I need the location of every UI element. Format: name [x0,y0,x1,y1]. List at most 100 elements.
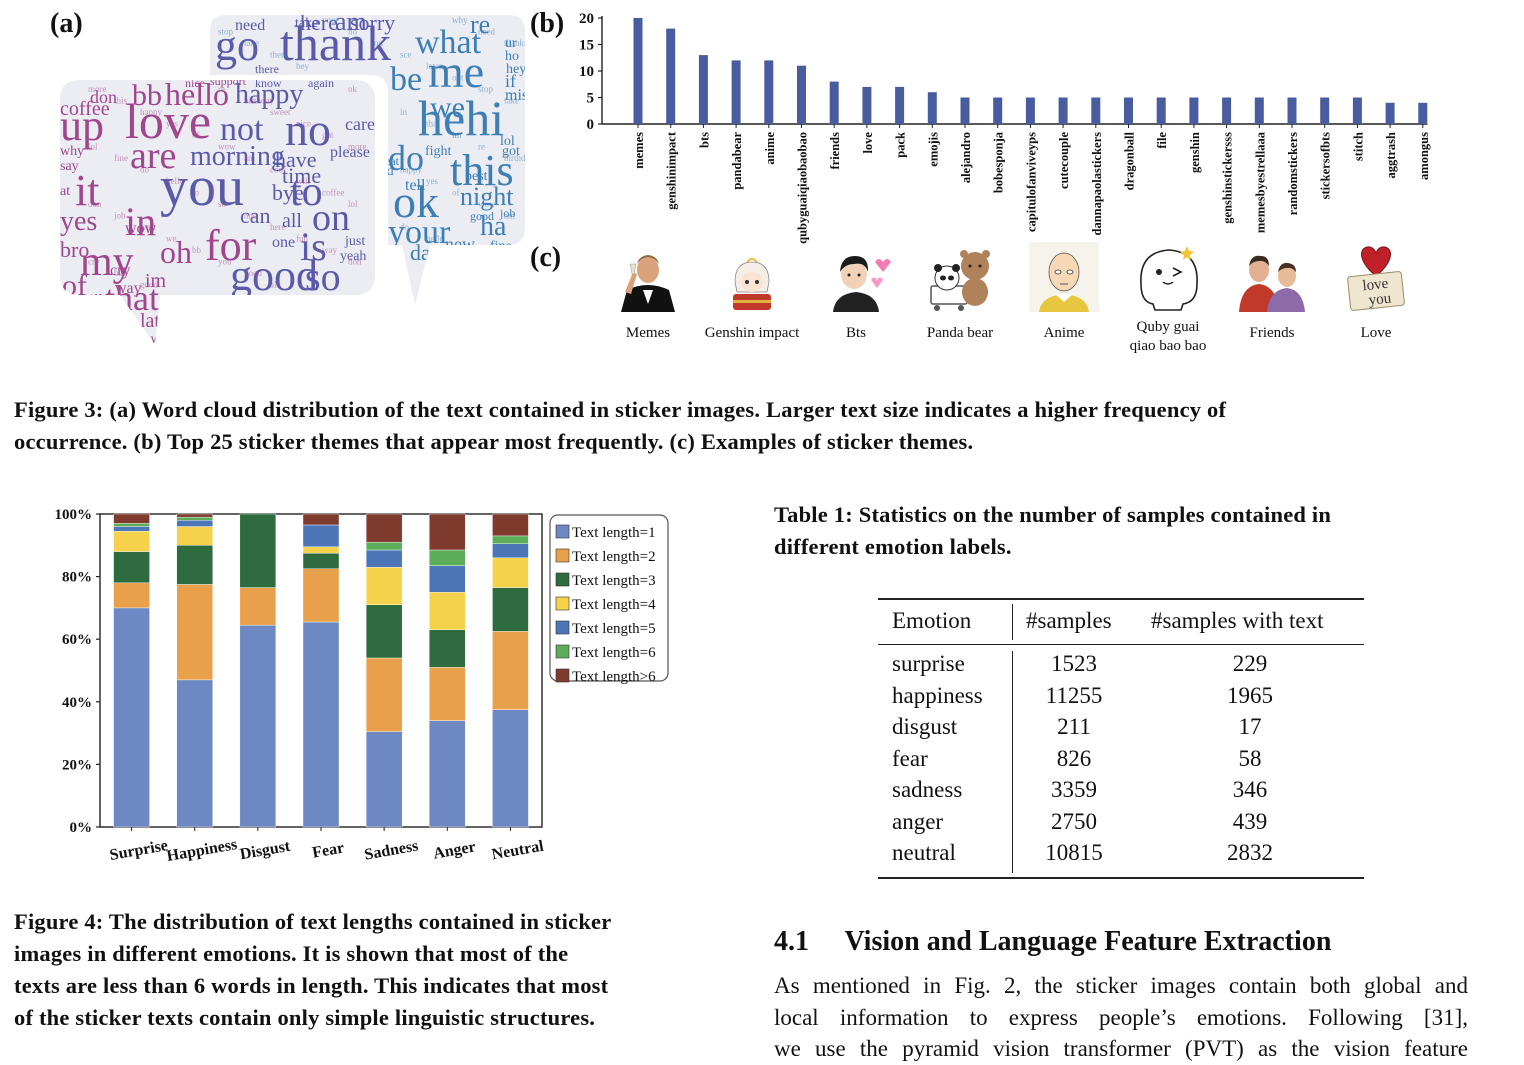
chart-4-bar-segment [176,679,213,828]
chart-b-x-tick-label: love [861,132,875,154]
chart-4-legend-label: Text length=3 [572,573,656,589]
table-cell-samples: 1523 [1051,651,1097,676]
chart-b-bar [1254,97,1264,124]
word-cloud-word: cool [270,165,286,175]
chart-4-bar-segment [429,629,466,668]
chart-4-legend-swatch [555,548,570,563]
chart-b-x-tick-label: randomstickers [1286,132,1300,215]
word-cloud-word: there [255,62,279,76]
word-cloud-word: will [296,176,311,186]
word-cloud-word: we [166,234,177,244]
chart-b-bar [1352,97,1362,124]
word-cloud-word: this [114,96,128,106]
word-cloud-bubble-right [210,15,525,305]
table-1-caption-line: Table 1: Statistics on the number of sam… [774,502,1332,527]
theme-example-label: Panda bear [926,325,994,341]
word-cloud-word: job [113,211,126,221]
word-cloud-word: ok [348,84,358,94]
chart-b-x-tick-label: stitch [1351,132,1365,161]
word-cloud-word: oh [160,234,192,270]
table-header-samples-with-text: #samples with text [1151,608,1324,633]
section-body-line: As mentioned in Fig. 2, the sticker imag… [774,973,1468,998]
section-body-line: we use the pyramid vision transformer (P… [774,1036,1468,1061]
word-cloud-word: bb [192,245,202,255]
chart-4-y-tick-label: 0% [70,820,93,836]
chart-4-bar-segment [239,624,277,828]
fig3-label-b: (b) [530,8,565,39]
table-cell-samples-with-text: 17 [1238,714,1262,739]
chart-4-bar-segment [302,568,340,623]
figure-3-caption-line-1: Figure 3: (a) Word cloud distribution of… [14,397,1227,422]
word-cloud-word: no [348,27,358,37]
chart-b-bar [731,60,741,124]
word-cloud-word: go [215,21,259,70]
word-cloud-word: re [470,10,490,39]
chart-4-legend-label: Text length>6 [572,669,656,685]
word-cloud-word: take [504,96,519,106]
table-row: surprise 1523 229 [878,651,1364,682]
chart-4-y-tick-label: 40% [62,695,92,711]
chart-4-x-tick-label: Disgust [239,838,293,864]
word-cloud-word: all [282,210,302,232]
section-body-line: local information to express people’s em… [774,1004,1468,1030]
chart-b-x-tick-label: aggtrash [1384,132,1398,179]
chart-b-x-tick-label: file [1155,132,1169,149]
word-cloud-word: care [345,114,375,134]
theme-example-label: Anime [1043,325,1085,341]
word-cloud-word: hello [426,234,444,244]
table-cell-samples: 826 [1056,745,1092,771]
chart-4-bar-segment [365,657,403,732]
chart-4-bar-segment [113,513,150,524]
word-cloud-word: birthday [504,153,530,163]
chart-4-y-tick-label: 80% [62,570,92,586]
table-row: anger 2750 439 [878,809,1364,840]
word-cloud-word: later [140,310,176,332]
word-cloud-word: more [88,84,107,94]
word-cloud-word: wow [125,220,157,237]
chart-b-bar [1124,97,1133,124]
word-cloud-word: thanks [504,38,528,48]
chart-4-bar-segment [113,551,150,584]
word-cloud-word: hello [166,176,184,186]
chart-4-bar-segment [113,526,150,532]
chart-4-bar-segment [176,545,213,585]
chart-4-bar-segment [492,709,529,828]
chart-4-bar-segment [239,587,277,626]
word-cloud-word: ur [505,36,517,51]
chart-b-y-tick-label: 20 [579,11,594,27]
chart-4-bar-segment [239,513,277,588]
word-cloud-word: eat [385,154,400,168]
word-cloud-word: wow [478,199,496,209]
word-cloud-word: lol [88,142,98,152]
word-cloud-word: way [115,280,142,297]
table-cell-emotion: surprise [892,651,965,676]
chart-b-x-tick-label: bobesponja [992,131,1006,193]
chart-4-bar-segment [492,631,529,710]
word-cloud-word: sce [243,282,286,319]
chart-b-bar [1385,102,1395,124]
chart-4-x-tick-label: Happiness [165,836,238,865]
word-cloud-word: say [60,159,79,174]
word-cloud-word: know [255,76,282,90]
table-cell-emotion: disgust [892,714,958,739]
word-cloud-word: love [125,93,211,149]
word-cloud-word: good [244,268,263,278]
word-cloud-word: again [308,76,334,90]
chart-4-bar-segment [365,541,403,551]
word-cloud-word: bb [132,79,162,112]
word-cloud-word: sorry [350,10,395,35]
word-cloud-word: here [300,10,338,35]
word-cloud-word: in [400,107,408,117]
word-cloud-word: don [88,199,102,209]
figure-4-caption-line: of the sticker texts contain only simple… [14,1005,596,1030]
word-cloud-word: happy [400,165,422,175]
word-cloud-word: so [305,254,341,299]
chart-4-bar-segment [365,513,403,543]
chart-4-bar-segment [365,549,403,568]
chart-4-x-tick-label: Fear [311,839,345,861]
table-cell-samples-with-text: 1965 [1227,682,1273,708]
word-cloud-word: be [390,61,422,98]
chart-b-x-tick-label: cutecouple [1057,132,1071,189]
word-cloud-word: job [499,206,515,220]
word-cloud-word: all [270,280,279,290]
